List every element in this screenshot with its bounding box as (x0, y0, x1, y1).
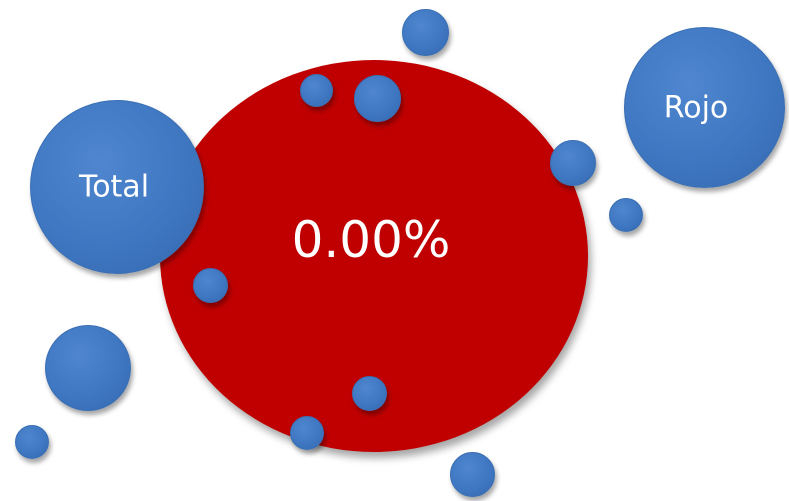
rojo-label: Rojo (663, 90, 729, 126)
small-bubble (352, 376, 387, 411)
rojo-bubble (624, 27, 785, 188)
small-bubble (450, 452, 495, 497)
small-bubble (45, 325, 131, 411)
small-bubble (354, 75, 401, 122)
total-label: Total (78, 169, 150, 205)
small-bubble (15, 425, 49, 459)
small-bubble (290, 416, 324, 450)
small-bubble (550, 140, 596, 186)
small-bubble (300, 74, 333, 107)
total-bubble (30, 100, 204, 274)
small-bubble (193, 268, 228, 303)
small-bubble (402, 9, 449, 56)
center-value: 0.00% (291, 211, 451, 269)
small-bubble (609, 198, 643, 232)
